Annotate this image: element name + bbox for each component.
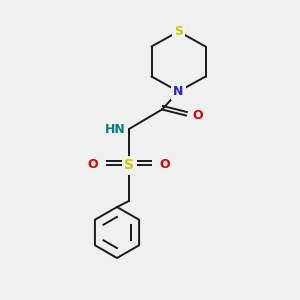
Text: S: S <box>124 158 134 172</box>
Text: O: O <box>160 158 170 172</box>
Text: N: N <box>173 85 184 98</box>
Text: O: O <box>88 158 98 172</box>
Text: O: O <box>193 109 203 122</box>
Text: HN: HN <box>105 122 126 136</box>
Text: S: S <box>174 25 183 38</box>
